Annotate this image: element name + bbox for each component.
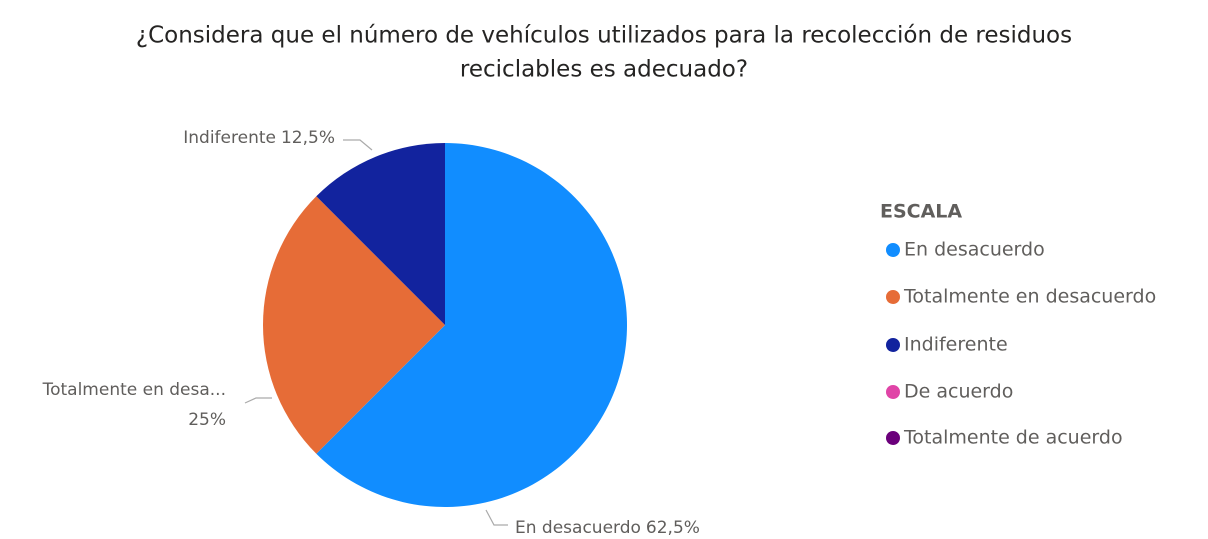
leader-lines bbox=[244, 139, 508, 526]
legend-marker bbox=[886, 243, 900, 257]
pie-slice bbox=[263, 196, 445, 454]
legend-label: En desacuerdo bbox=[904, 239, 1045, 261]
data-label-part: 62,5% bbox=[646, 518, 700, 538]
data-label-part: En desacuerdo bbox=[515, 518, 641, 538]
pie-slice bbox=[316, 143, 445, 325]
leader-line bbox=[485, 509, 508, 526]
data-label-part: 12,5% bbox=[281, 128, 335, 148]
data-label: 25% bbox=[188, 410, 226, 430]
chart-title: reciclables es adecuado? bbox=[460, 57, 748, 83]
legend-label: Totalmente de acuerdo bbox=[903, 427, 1123, 449]
leader-line bbox=[343, 139, 373, 151]
pie-slice bbox=[316, 143, 628, 508]
legend-label: Totalmente en desacuerdo bbox=[903, 286, 1156, 308]
data-label: En desacuerdo 62,5% bbox=[515, 518, 700, 538]
legend-marker bbox=[886, 431, 900, 445]
legend-marker bbox=[886, 290, 900, 304]
data-label-part: Indiferente bbox=[183, 128, 276, 148]
data-label: Totalmente en desa... bbox=[42, 380, 226, 400]
legend-label: Indiferente bbox=[904, 334, 1008, 356]
legend-title: ESCALA bbox=[880, 201, 962, 223]
legend-marker bbox=[886, 385, 900, 399]
legend-marker bbox=[886, 338, 900, 352]
chart-title: ¿Considera que el número de vehículos ut… bbox=[136, 23, 1072, 49]
leader-line bbox=[244, 397, 272, 404]
data-label: Indiferente 12,5% bbox=[183, 128, 335, 148]
legend-label: De acuerdo bbox=[904, 381, 1013, 403]
